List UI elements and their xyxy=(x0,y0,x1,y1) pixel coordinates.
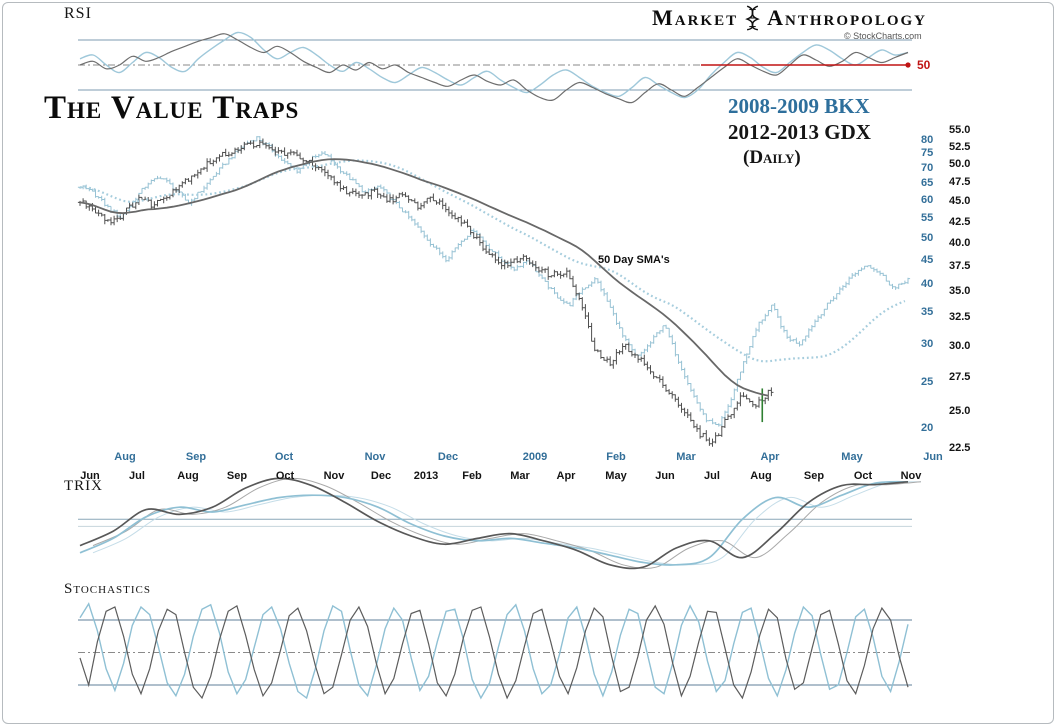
stochastics-panel-label: Stochastics xyxy=(64,581,151,597)
y-axis-label-bkx: 55 xyxy=(921,211,934,224)
trix-line-bkx xyxy=(79,480,909,566)
x-axis-label-2012-2013: Aug xyxy=(750,470,772,482)
x-axis-label-2012-2013: Sep xyxy=(226,470,248,482)
trix-panel-label: TRIX xyxy=(64,478,103,494)
x-axis-label-2012-2013: 2013 xyxy=(413,470,439,482)
rsi-panel-label: RSI xyxy=(64,5,92,22)
y-axis-label-gdx: 45.0 xyxy=(949,195,971,208)
page-title: The Value Traps xyxy=(44,90,300,126)
y-axis-label-gdx: 50.0 xyxy=(949,157,971,170)
x-axis-label-2012-2013: Feb xyxy=(462,470,482,482)
x-axis-label-2008-2009: Aug xyxy=(114,451,136,463)
y-axis-label-bkx: 20 xyxy=(921,422,934,434)
stoch-line-bkx xyxy=(79,602,909,700)
bkx-price-bars xyxy=(77,136,911,427)
x-axis-label-2012-2013: Apr xyxy=(556,470,576,482)
x-axis-label-2012-2013: Oct xyxy=(853,470,873,482)
gdx-50day-sma xyxy=(79,158,769,397)
y-axis-label-gdx: 42.5 xyxy=(949,215,971,228)
x-axis-label-2008-2009: Jun xyxy=(923,451,943,463)
x-axis-label-2012-2013: Jul xyxy=(129,470,145,482)
y-axis-label-bkx: 25 xyxy=(921,375,934,388)
y-axis-label-bkx: 35 xyxy=(921,305,934,318)
x-axis-label-2012-2013: Aug xyxy=(177,470,199,482)
x-axis-label-2008-2009: Nov xyxy=(364,451,386,463)
trix-signal-line xyxy=(92,481,922,566)
x-axis-label-2012-2013: Oct xyxy=(275,470,295,482)
x-axis-label-2008-2009: Sep xyxy=(185,451,207,463)
trix-line-gdx xyxy=(79,477,909,570)
legend-bkx: 2008-2009 BKX xyxy=(728,94,870,118)
rsi-50-red-dot xyxy=(905,62,911,68)
brand-word-market: Market xyxy=(652,5,739,30)
y-axis-label-bkx: 80 xyxy=(921,134,934,146)
y-axis-label-gdx: 25.0 xyxy=(949,404,971,417)
x-axis-label-2012-2013: May xyxy=(605,470,627,482)
y-axis-label-gdx: 47.5 xyxy=(949,176,971,189)
y-axis-label-gdx: 52.5 xyxy=(949,140,971,153)
x-axis-label-2008-2009: Mar xyxy=(676,451,696,463)
y-axis-label-gdx: 30.0 xyxy=(949,339,971,352)
sma-annotation: 50 Day SMA's xyxy=(598,254,670,266)
x-axis-label-2008-2009: Oct xyxy=(274,451,294,463)
rsi-line-gdx xyxy=(79,33,909,104)
y-axis-label-gdx: 37.5 xyxy=(949,260,971,273)
y-axis-label-bkx: 45 xyxy=(921,253,934,266)
y-axis-label-gdx: 32.5 xyxy=(949,311,971,324)
x-axis-label-2008-2009: 2009 xyxy=(522,451,548,463)
x-axis-label-2012-2013: Mar xyxy=(510,470,530,482)
x-axis-label-2012-2013: Jul xyxy=(704,470,720,482)
y-axis-label-bkx: 70 xyxy=(921,161,934,174)
dna-icon xyxy=(745,5,760,31)
x-axis-label-2012-2013: Jun xyxy=(655,470,675,482)
y-axis-label-bkx: 65 xyxy=(921,177,934,190)
y-axis-label-bkx: 60 xyxy=(921,193,934,206)
y-axis-label-bkx: 75 xyxy=(921,147,934,160)
trix-signal-line xyxy=(92,477,922,569)
gdx-price-bars xyxy=(77,138,774,447)
x-axis-label-2012-2013: Dec xyxy=(370,470,392,482)
x-axis-label-2008-2009: Feb xyxy=(606,451,626,463)
y-axis-label-gdx: 40.0 xyxy=(949,237,971,250)
x-axis-label-2008-2009: May xyxy=(841,451,863,463)
chart-legend: 2008-2009 BKX 2012-2013 GDX (Daily) xyxy=(728,93,871,171)
stoch-line-gdx xyxy=(79,604,909,700)
y-axis-label-gdx: 27.5 xyxy=(949,370,971,383)
y-axis-label-bkx: 40 xyxy=(921,278,934,290)
brand-logo: Market Anthropology xyxy=(652,5,927,31)
rsi-line-bkx xyxy=(79,31,909,99)
x-axis-label-2012-2013: Sep xyxy=(803,470,825,482)
brand-word-anthropology: Anthropology xyxy=(767,5,928,30)
x-axis-label-2012-2013: Jun xyxy=(80,470,100,482)
stockcharts-credit: © StockCharts.com xyxy=(844,31,922,41)
bkx-50day-sma-dotted xyxy=(80,159,906,363)
legend-timeframe: (Daily) xyxy=(743,147,801,168)
y-axis-label-bkx: 30 xyxy=(921,337,934,350)
y-axis-label-gdx: 22.5 xyxy=(949,442,971,454)
x-axis-label-2008-2009: Apr xyxy=(760,451,780,463)
rsi-50-level-label: 50 xyxy=(917,58,931,72)
x-axis-label-2008-2009: Dec xyxy=(437,451,459,463)
y-axis-label-bkx: 50 xyxy=(921,231,934,244)
y-axis-label-gdx: 55.0 xyxy=(949,124,971,136)
legend-gdx: 2012-2013 GDX xyxy=(728,120,871,144)
y-axis-label-gdx: 35.0 xyxy=(949,284,971,297)
x-axis-label-2012-2013: Nov xyxy=(323,470,345,482)
x-axis-label-2012-2013: Nov xyxy=(900,470,922,482)
